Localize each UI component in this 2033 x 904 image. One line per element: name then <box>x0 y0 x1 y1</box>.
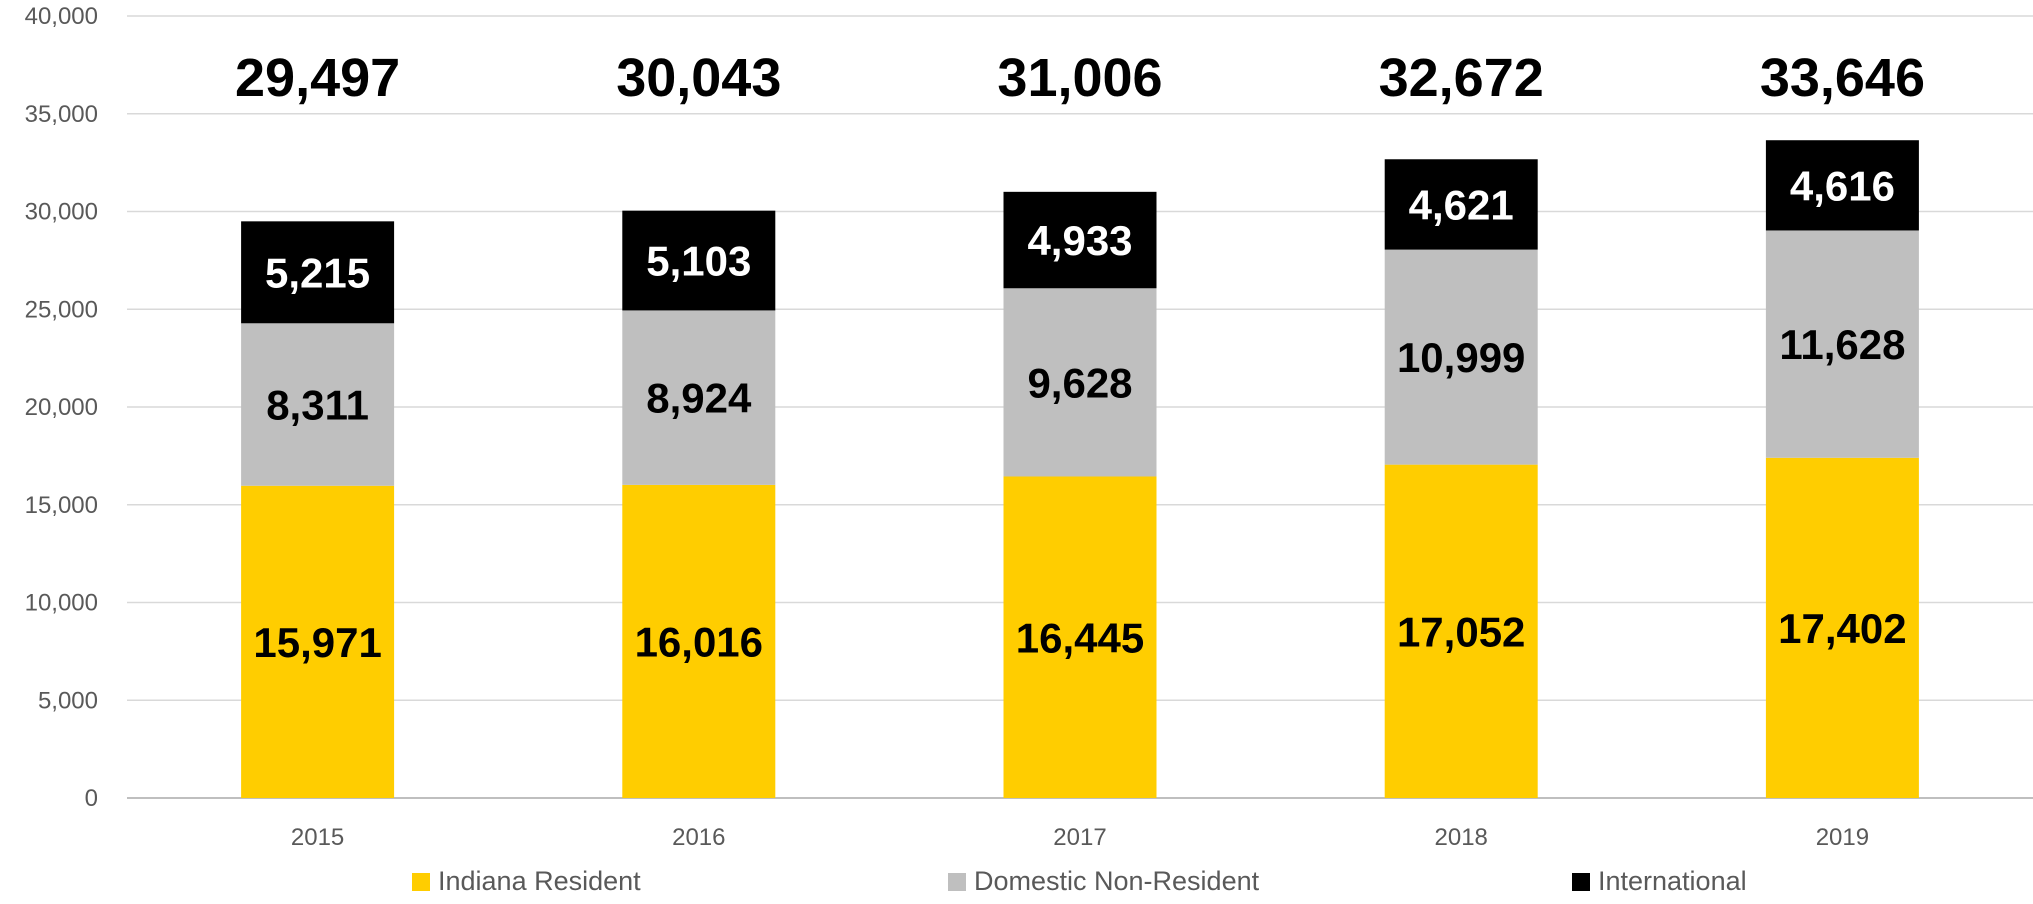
total-label: 31,006 <box>997 48 1162 108</box>
y-tick-label: 35,000 <box>25 101 98 128</box>
x-tick-label: 2016 <box>672 824 725 851</box>
x-tick-label: 2015 <box>291 824 344 851</box>
data-label: 4,933 <box>1027 217 1132 264</box>
data-label: 4,621 <box>1409 181 1514 228</box>
x-tick-label: 2017 <box>1053 824 1106 851</box>
bar-segment-domestic-non-resident <box>1003 288 1157 477</box>
total-label: 29,497 <box>235 48 400 108</box>
total-label: 30,043 <box>616 48 781 108</box>
legend-item-domestic-non-resident: Domestic Non-Resident <box>948 866 1259 897</box>
y-tick-label: 10,000 <box>25 590 98 617</box>
bar-segment-international <box>622 210 776 311</box>
legend-swatch-indiana-resident <box>412 872 430 891</box>
data-label: 10,999 <box>1397 334 1525 381</box>
bar-segment-domestic-non-resident <box>241 323 395 486</box>
y-tick-label: 0 <box>85 785 98 812</box>
bar-segment-indiana-resident <box>1765 457 1919 798</box>
bar-segment-international <box>1003 191 1157 289</box>
data-label: 17,402 <box>1778 605 1906 652</box>
y-tick-label: 25,000 <box>25 296 98 323</box>
chart-plot: 0 5,000 10,000 15,000 20,000 25,000 30,000 35,0… <box>25 3 2033 851</box>
x-tick-label: 2018 <box>1435 824 1488 851</box>
legend-item-international: International <box>1572 866 1747 897</box>
data-label: 5,103 <box>646 238 751 285</box>
bar-segment-domestic-non-resident <box>622 310 776 485</box>
bar-segment-international <box>1384 159 1538 250</box>
data-label: 16,445 <box>1016 614 1144 661</box>
bar-segment-domestic-non-resident <box>1765 230 1919 458</box>
data-label: 16,016 <box>635 618 763 665</box>
bar-segment-international <box>1765 140 1919 231</box>
bar-segment-indiana-resident <box>241 485 395 798</box>
legend-label-indiana-resident: Indiana Resident <box>438 866 641 896</box>
legend-swatch-domestic-non-resident <box>948 872 966 891</box>
bar-segment-indiana-resident <box>622 484 776 798</box>
data-label: 8,924 <box>646 375 752 422</box>
data-label: 15,971 <box>253 619 381 666</box>
total-label: 33,646 <box>1760 48 1925 108</box>
bar-segment-indiana-resident <box>1384 464 1538 798</box>
data-label: 9,628 <box>1027 359 1132 406</box>
legend-label-domestic-non-resident: Domestic Non-Resident <box>974 866 1260 896</box>
bar-segment-domestic-non-resident <box>1384 249 1538 465</box>
legend-label-international: International <box>1598 866 1747 896</box>
total-label: 32,672 <box>1379 48 1544 108</box>
chart-legend: Indiana Resident Domestic Non-Resident I… <box>0 866 2033 902</box>
data-label: 11,628 <box>1779 321 1905 368</box>
data-label: 17,052 <box>1397 608 1525 655</box>
y-tick-label: 20,000 <box>25 394 98 421</box>
y-tick-label: 15,000 <box>25 492 98 519</box>
data-label: 5,215 <box>265 249 370 296</box>
legend-item-indiana-resident: Indiana Resident <box>412 866 641 897</box>
bar-segment-indiana-resident <box>1003 476 1157 798</box>
y-tick-label: 40,000 <box>25 3 98 30</box>
data-label: 4,616 <box>1790 162 1895 209</box>
data-label: 8,311 <box>266 382 369 429</box>
y-tick-label: 5,000 <box>38 687 98 714</box>
bar-segment-international <box>241 221 395 324</box>
x-tick-label: 2019 <box>1816 824 1869 851</box>
legend-swatch-international <box>1572 872 1590 891</box>
y-tick-label: 30,000 <box>25 199 98 226</box>
